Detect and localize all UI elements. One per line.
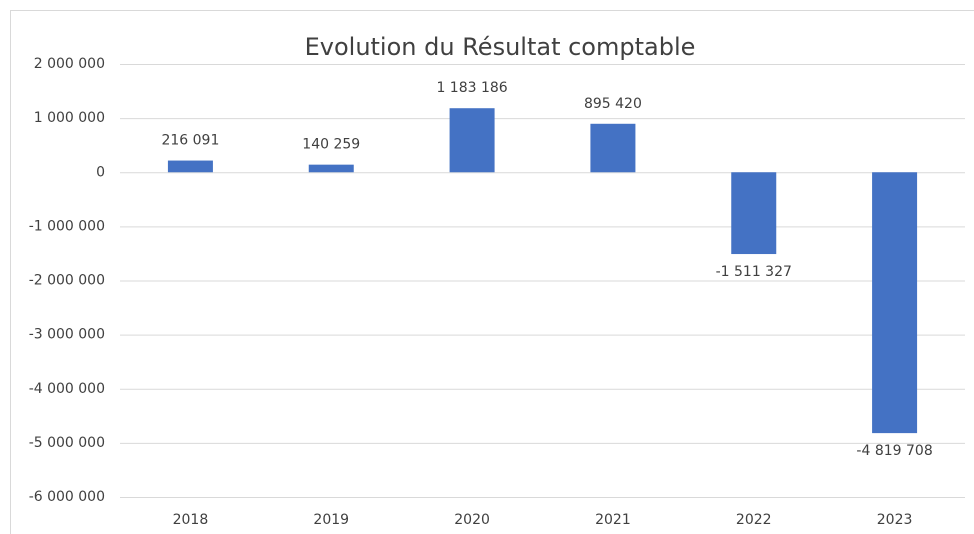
x-tick-label: 2021 [595, 512, 631, 528]
bar [167, 160, 213, 173]
y-tick-label: -5 000 000 [29, 435, 105, 451]
data-label: 1 183 186 [436, 80, 507, 96]
data-label: -1 511 327 [716, 264, 792, 280]
y-tick-label: -1 000 000 [29, 218, 105, 234]
data-label: 895 420 [584, 96, 642, 112]
y-tick-label: 0 [96, 164, 105, 180]
data-label: -4 819 708 [856, 443, 932, 459]
x-tick-label: 2020 [454, 512, 490, 528]
bar [731, 172, 777, 255]
x-tick-label: 2018 [173, 512, 209, 528]
chart-title: Evolution du Résultat comptable [305, 33, 696, 61]
y-tick-label: -6 000 000 [29, 489, 105, 505]
chart-border [10, 10, 974, 534]
y-tick-label: 2 000 000 [34, 56, 105, 72]
bar [590, 123, 636, 173]
bar [872, 172, 918, 434]
y-tick-label: -2 000 000 [29, 273, 105, 289]
x-tick-label: 2019 [313, 512, 349, 528]
data-label: 216 091 [161, 133, 219, 149]
y-tick-label: -3 000 000 [29, 327, 105, 343]
x-tick-label: 2022 [736, 512, 772, 528]
bar [308, 164, 354, 173]
x-tick-label: 2023 [877, 512, 913, 528]
bar [449, 108, 495, 173]
y-tick-label: -4 000 000 [29, 381, 105, 397]
data-label: 140 259 [302, 137, 360, 153]
y-tick-label: 1 000 000 [34, 110, 105, 126]
